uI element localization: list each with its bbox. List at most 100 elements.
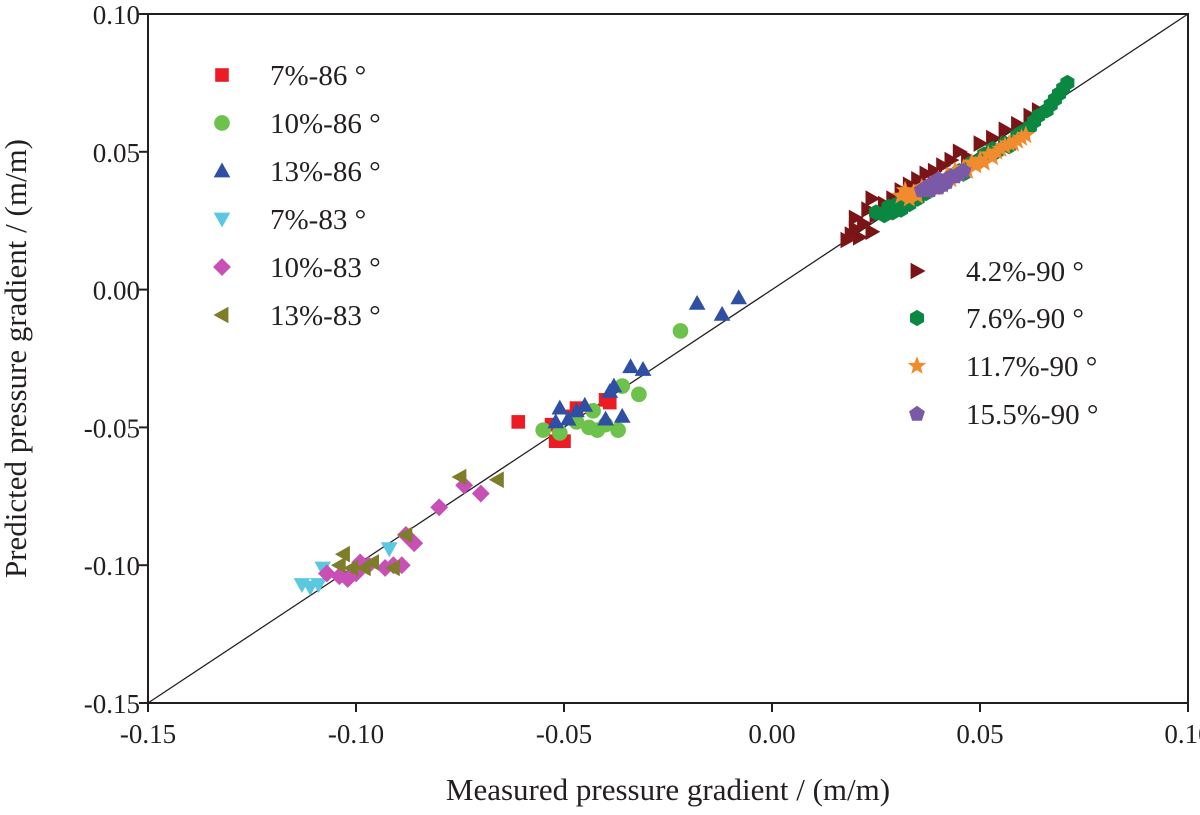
data-point bbox=[631, 386, 647, 403]
data-point bbox=[955, 162, 972, 178]
data-point bbox=[551, 399, 569, 415]
data-point bbox=[392, 556, 411, 575]
legend-marker bbox=[214, 115, 230, 131]
legend-label: 10%-86 ° bbox=[270, 108, 381, 140]
legend-label: 10%-83 ° bbox=[270, 252, 381, 284]
data-point bbox=[576, 396, 594, 412]
series-7 bbox=[869, 74, 1075, 224]
series-9 bbox=[913, 162, 972, 198]
data-point bbox=[634, 361, 652, 376]
data-point bbox=[384, 559, 400, 577]
y-tick-label: 0.00 bbox=[93, 276, 140, 306]
series-5 bbox=[330, 468, 504, 577]
data-point bbox=[865, 223, 881, 241]
legend-label: 7%-86 ° bbox=[270, 60, 366, 92]
legend-marker bbox=[909, 405, 925, 421]
data-point bbox=[927, 162, 943, 180]
data-point bbox=[904, 183, 923, 201]
data-point bbox=[1060, 74, 1075, 91]
data-point bbox=[547, 413, 564, 429]
x-tick-label: -0.05 bbox=[536, 719, 592, 749]
data-point bbox=[488, 471, 504, 489]
data-point bbox=[451, 468, 467, 486]
data-point bbox=[455, 476, 474, 495]
data-point bbox=[535, 422, 552, 438]
series-2 bbox=[547, 289, 747, 429]
x-tick-label: -0.10 bbox=[328, 719, 384, 749]
data-point bbox=[688, 294, 706, 310]
data-point bbox=[730, 289, 747, 305]
legend-label: 15.5%-90 ° bbox=[966, 399, 1098, 431]
data-point bbox=[471, 484, 490, 503]
data-point bbox=[995, 136, 1015, 155]
data-point bbox=[330, 556, 346, 574]
data-point bbox=[310, 578, 327, 593]
data-point bbox=[979, 144, 998, 163]
y-tick-label: 0.05 bbox=[93, 138, 140, 168]
data-point bbox=[602, 395, 617, 410]
data-point bbox=[597, 410, 614, 426]
data-point bbox=[987, 142, 1006, 160]
data-point bbox=[622, 358, 639, 374]
data-point bbox=[998, 121, 1014, 139]
data-point bbox=[865, 190, 881, 207]
x-tick-label: 0.05 bbox=[956, 719, 1003, 749]
data-point bbox=[861, 201, 877, 218]
legend-marker bbox=[213, 162, 231, 178]
data-point bbox=[380, 542, 398, 558]
data-point bbox=[848, 220, 864, 238]
data-point bbox=[991, 139, 1011, 157]
data-point bbox=[986, 129, 1001, 147]
data-point bbox=[853, 228, 868, 246]
data-point bbox=[601, 383, 619, 398]
data-point bbox=[1012, 128, 1031, 146]
data-point bbox=[672, 323, 689, 339]
data-point bbox=[1016, 125, 1036, 144]
data-point bbox=[974, 153, 994, 171]
legend-marker bbox=[213, 306, 229, 324]
legend-upper-left: 7%-86 ° 10%-86 ° 13%-86 ° 7%-83 ° 10%-83 ° 13… bbox=[213, 60, 381, 332]
plot-frame bbox=[147, 13, 1189, 704]
data-point bbox=[944, 151, 960, 169]
data-point bbox=[1004, 133, 1023, 152]
legend-right: 4.2%-90 ° 7.6%-90 ° 11.7%-90 ° 15.5%-90 ° bbox=[907, 256, 1098, 431]
data-point bbox=[613, 407, 631, 423]
data-point bbox=[848, 209, 864, 227]
legend-label: 4.2%-90 ° bbox=[966, 256, 1084, 288]
legend-marker bbox=[213, 212, 231, 228]
data-point bbox=[343, 559, 359, 577]
data-point bbox=[962, 153, 981, 171]
data-point bbox=[1008, 131, 1027, 149]
data-point bbox=[936, 157, 952, 174]
data-point bbox=[318, 564, 336, 583]
data-point bbox=[511, 415, 526, 429]
legend-label: 7.6%-90 ° bbox=[966, 303, 1084, 335]
x-tick-label: 0.10 bbox=[1164, 719, 1200, 749]
data-point bbox=[973, 135, 989, 152]
legend-label: 13%-86 ° bbox=[270, 156, 381, 188]
data-point bbox=[397, 526, 413, 544]
y-tick-label: -0.15 bbox=[84, 689, 140, 719]
data-point bbox=[895, 180, 915, 199]
data-point bbox=[610, 422, 626, 438]
legend-label: 11.7%-90 ° bbox=[966, 351, 1097, 383]
axes: -0.15 -0.10 -0.05 0.00 0.05 0.10 -0.15 -0.10 -0.… bbox=[84, 0, 1200, 749]
legend-label: 7%-83 ° bbox=[270, 204, 366, 236]
data-point bbox=[552, 425, 568, 441]
x-tick-label: 0.00 bbox=[748, 719, 795, 749]
legend-label: 13%-83 ° bbox=[270, 300, 381, 332]
data-point bbox=[857, 215, 872, 232]
data-point bbox=[713, 305, 731, 321]
data-point bbox=[364, 554, 379, 571]
data-point bbox=[568, 402, 585, 418]
data-point bbox=[952, 143, 968, 161]
legend-marker bbox=[910, 262, 926, 280]
data-point bbox=[568, 414, 585, 430]
legend-marker bbox=[910, 309, 924, 327]
x-tick-label: -0.15 bbox=[120, 719, 176, 749]
data-points bbox=[293, 74, 1075, 596]
data-point bbox=[970, 150, 990, 168]
y-tick-label: -0.05 bbox=[84, 413, 140, 443]
y-axis-title: Predicted pressure gradient / (m/m) bbox=[0, 139, 33, 578]
